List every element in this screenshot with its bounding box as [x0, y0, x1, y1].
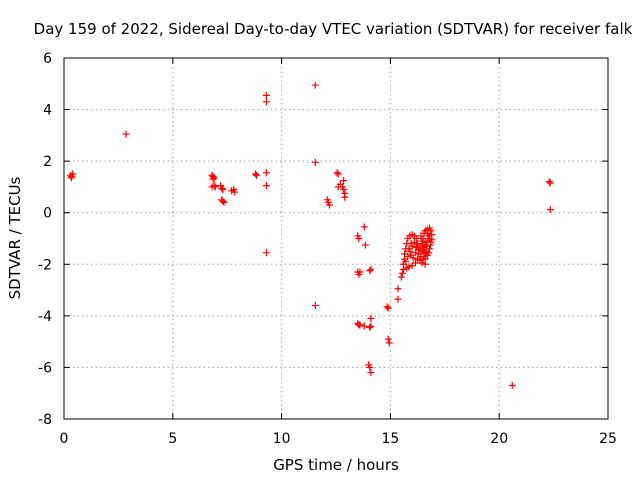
data-point: [356, 321, 364, 329]
data-point: [407, 240, 415, 248]
grid: [64, 58, 608, 419]
data-point: [413, 244, 421, 252]
data-point: [410, 238, 418, 246]
x-tick-label: 25: [599, 431, 617, 447]
data-point: [210, 174, 218, 182]
data-point: [413, 235, 421, 242]
data-point: [367, 265, 375, 273]
x-tick-label: 20: [490, 431, 508, 447]
data-point: [366, 323, 374, 331]
y-tick-label: 6: [43, 51, 52, 67]
data-point: [426, 235, 434, 242]
data-point: [385, 339, 393, 347]
y-tick-label: 0: [43, 206, 52, 222]
x-tick-label: 10: [273, 431, 291, 447]
data-point: [416, 256, 424, 264]
x-axis: 0 5 10 15 20 25: [60, 58, 617, 447]
y-tick-label: -4: [38, 309, 52, 325]
data-point: [219, 197, 227, 205]
data-point: [419, 235, 427, 242]
x-axis-label: GPS time / hours: [273, 456, 399, 474]
chart-title: Day 159 of 2022, Sidereal Day-to-day VTE…: [34, 20, 633, 38]
data-point: [383, 303, 391, 311]
y-axis-label: SDTVAR / TECUs: [6, 176, 24, 299]
data-point: [355, 235, 363, 242]
x-tick-label: 15: [381, 431, 399, 447]
data-point: [546, 179, 554, 187]
data-point: [253, 171, 261, 179]
data-point: [408, 262, 416, 270]
data-point: [210, 182, 218, 190]
data-point: [340, 176, 348, 184]
data-point: [398, 269, 406, 277]
x-tick-label: 0: [60, 431, 69, 447]
data-point: [356, 268, 364, 276]
data-point: [231, 188, 239, 196]
data-point: [334, 170, 342, 178]
data-point: [366, 363, 374, 371]
data-point: [545, 178, 553, 186]
data-point: [251, 170, 259, 178]
data-point: [69, 170, 77, 178]
data-point: [262, 98, 270, 106]
data-point: [421, 260, 429, 268]
y-tick-label: 4: [43, 103, 52, 119]
data-point: [414, 240, 422, 248]
data-point: [367, 369, 375, 377]
y-tick-label: -8: [38, 412, 52, 428]
data-points: [67, 81, 554, 389]
data-point: [360, 223, 368, 231]
data-point: [122, 130, 130, 138]
data-point: [384, 304, 392, 312]
data-point: [423, 229, 431, 237]
y-tick-label: 2: [43, 154, 52, 170]
data-point: [262, 91, 270, 99]
data-point: [411, 249, 419, 257]
data-point: [325, 201, 333, 209]
data-point: [402, 258, 410, 266]
data-point: [262, 169, 270, 177]
data-point: [311, 81, 319, 89]
plot-frame: [63, 57, 609, 420]
data-point: [405, 245, 413, 253]
data-point: [262, 182, 270, 190]
data-point: [333, 169, 341, 177]
data-point: [394, 295, 402, 303]
data-point: [508, 381, 516, 389]
data-point: [366, 267, 374, 275]
data-point: [262, 249, 270, 257]
data-point: [409, 254, 417, 262]
data-point: [211, 183, 219, 191]
data-point: [367, 314, 375, 322]
data-point: [67, 174, 75, 182]
data-point: [311, 302, 319, 310]
data-point: [397, 273, 405, 281]
y-axis: -8 -6 -4 -2 0 2 4 6: [38, 51, 608, 428]
data-point: [546, 206, 554, 214]
data-point: [421, 249, 429, 257]
y-tick-label: -2: [38, 257, 52, 273]
data-point: [220, 198, 228, 206]
data-point: [394, 285, 402, 293]
data-point: [403, 264, 411, 272]
data-point: [341, 193, 349, 201]
y-tick-label: -6: [38, 360, 52, 376]
data-point: [340, 186, 348, 194]
data-point: [367, 322, 375, 330]
x-tick-label: 5: [168, 431, 177, 447]
data-point: [384, 335, 392, 343]
data-point: [218, 184, 226, 192]
data-point: [419, 255, 427, 263]
data-point: [427, 238, 435, 246]
data-point: [209, 175, 217, 183]
data-point: [311, 158, 319, 166]
data-point: [360, 322, 368, 330]
data-point: [361, 241, 369, 249]
data-point: [420, 244, 428, 252]
data-point: [404, 253, 412, 261]
data-point: [219, 186, 227, 194]
